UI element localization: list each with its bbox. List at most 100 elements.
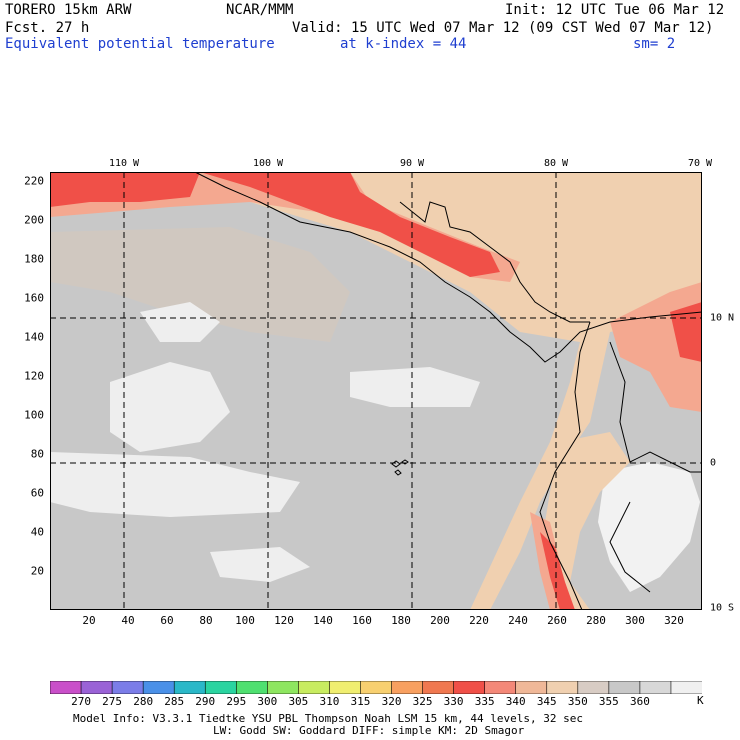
x-tick: 60 [160,614,174,627]
red-core-east [670,302,702,362]
colorbar-swatch [298,681,331,694]
colorbar-swatch [142,681,175,694]
colorbar-swatch [360,681,393,694]
graticule [50,172,702,610]
y-tick: 220 [24,174,44,188]
colorbar-label: 355 [598,695,619,708]
cool-patch-5 [210,547,310,582]
colorbar-label: 330 [443,695,464,708]
level-index: at k-index = 44 [340,36,467,52]
y-tick: 60 [30,486,44,500]
colorbar-unit: K [697,694,704,707]
x-tick: 20 [82,614,96,627]
y-tick: 100 [24,408,44,422]
cool-patch-sa [598,462,700,592]
lat-label-0: 0 [710,457,717,469]
border-andes [609,341,702,473]
x-tick: 120 [274,614,294,627]
colorbar-swatch [515,681,548,694]
lat-label-10n: 10 N [710,312,735,324]
x-tick: 280 [586,614,606,627]
y-tick: 80 [30,447,44,461]
map-frame [50,172,702,610]
colorbar-label: 300 [257,695,278,708]
lat-label-10s: 10 S [710,602,735,614]
colorbar-swatch [608,681,641,694]
lon-label-110w: 110 W [108,158,140,169]
colorbar-swatch [111,681,144,694]
colorbar-label: 340 [505,695,526,708]
colorbar-swatch [80,681,113,694]
x-tick: 140 [313,614,333,627]
red-core-gulf [200,172,500,277]
lon-label-70w: 70 W [687,158,713,169]
forecast-hour: Fcst. 27 h [5,20,90,36]
init-time: Init: 12 UTC Tue 06 Mar 12 [505,2,725,18]
x-tick: 240 [508,614,528,627]
colorbar-label: 350 [567,695,588,708]
x-tick: 100 [235,614,255,627]
colorbar-swatch [235,681,269,694]
colorbar-swatch [267,681,300,694]
colorbar-label: 285 [164,695,185,708]
peach-region-andes [540,432,630,610]
red-core-north [50,172,200,207]
cool-patch-3 [50,452,300,517]
colorbar-swatch [391,681,424,694]
y-tick: 20 [30,564,44,578]
colorbar-label: 270 [71,695,91,708]
colorbar-swatch [50,681,82,694]
y-tick: 40 [30,525,44,539]
colorbar-label: 360 [629,695,650,708]
peach-region-north [50,172,702,610]
colorbar-swatch [546,681,579,694]
colorbar-label: 345 [536,695,557,708]
smoothing: sm= 2 [633,36,676,52]
x-tick: 320 [664,614,684,627]
colorbar-label: 305 [288,695,309,708]
lon-label-90w: 90 W [399,158,425,169]
valid-time: Valid: 15 UTC Wed 07 Mar 12 (09 CST Wed … [292,20,714,36]
coastline-caribbean [399,201,590,323]
colorbar-label: 280 [133,695,154,708]
x-tick: 220 [469,614,489,627]
red-core-peru [540,532,575,610]
y-tick: 200 [24,213,44,227]
colorbar-swatch [329,681,362,694]
lon-label-80w: 80 W [543,158,569,169]
map-panel [50,172,702,610]
x-tick: 200 [430,614,450,627]
colorbar-swatch [577,681,610,694]
border-east [609,501,651,593]
model-title: TORERO 15km ARW [5,2,132,18]
y-tick: 120 [24,369,44,383]
colorbar-label: 320 [381,695,402,708]
colorbar-swatch [422,681,455,694]
x-tick: 80 [199,614,213,627]
colorbar-label: 275 [102,695,123,708]
x-tick: 160 [352,614,372,627]
tan-region-west [50,227,350,342]
salmon-region-north [50,172,520,282]
x-tick: 260 [547,614,567,627]
colorbar [50,681,702,694]
organization: NCAR/MMM [226,2,294,18]
colorbar-label: 310 [319,695,340,708]
colorbar-label: 290 [195,695,216,708]
cool-patch-2 [140,302,220,342]
lon-label-100w: 100 W [252,158,284,169]
colorbar-swatch [204,681,238,694]
x-tick: 300 [625,614,645,627]
y-tick: 140 [24,330,44,344]
cool-patch-1 [110,362,230,452]
colorbar-swatch [484,681,517,694]
colorbar-swatch [639,681,672,694]
y-tick: 180 [24,252,44,266]
colorbar-swatch [173,681,207,694]
y-tick: 160 [24,291,44,305]
colorbar-label: 335 [474,695,495,708]
colorbar-label: 315 [350,695,371,708]
colorbar-swatch [453,681,486,694]
colorbar-label: 295 [226,695,247,708]
colorbar-swatch [670,681,702,694]
